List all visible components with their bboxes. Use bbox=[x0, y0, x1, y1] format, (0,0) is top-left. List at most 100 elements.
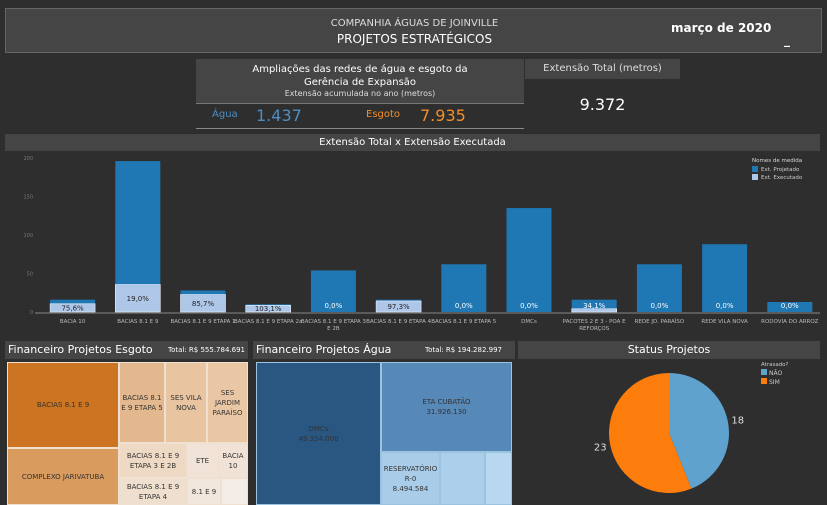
x-tick-label: BACIAS 8.1 E 9 ETAPA 3 bbox=[301, 319, 367, 325]
esgoto-total: Total: R$ 555.784.691 bbox=[168, 346, 246, 354]
bar-data-label: 0,0% bbox=[716, 302, 734, 310]
extensao-total-value: 9.372 bbox=[579, 95, 626, 114]
y-tick-label: 150 bbox=[23, 195, 33, 201]
legend-label: SIM bbox=[769, 379, 780, 386]
treemap-cell[interactable]: COMPLEXO JARIVATUBA bbox=[7, 448, 119, 505]
x-tick-label: BACIAS 8.1 E 9 ETAPA 4 bbox=[366, 319, 432, 325]
treemap-cell-dmcs[interactable]: DMCs 49.354.000 bbox=[256, 362, 381, 505]
bar-projetado bbox=[506, 208, 552, 312]
company-name: COMPANHIA ÁGUAS DE JOINVILLE bbox=[330, 18, 499, 29]
treemap-cell-label: SES VILA NOVA bbox=[170, 393, 202, 412]
treemap-cell-reservatorio[interactable]: RESERVATÓRIO R-0 8.494.584 bbox=[381, 452, 440, 505]
bar-data-label: 0,0% bbox=[325, 302, 343, 310]
bar-data-label: 97,3% bbox=[387, 303, 410, 311]
bar-data-label: 34,1% bbox=[583, 302, 606, 310]
bar-executado bbox=[180, 294, 226, 313]
x-tick-label: REDE JD. PARAÍSO bbox=[635, 318, 685, 325]
bar-executado bbox=[49, 303, 96, 313]
treemap-cell[interactable]: BACIAS 8.1 E 9 ETAPA 5 bbox=[119, 362, 165, 443]
bar-executado bbox=[245, 305, 291, 313]
treemap-cell-eta-cubatao[interactable]: ETA CUBATÃO 31.926.130 bbox=[381, 362, 512, 452]
bar-data-label: 0,0% bbox=[651, 302, 669, 310]
bar-projetado bbox=[767, 301, 813, 312]
treemap-cell-label: ETE bbox=[195, 456, 210, 465]
minimize-button[interactable]: _ bbox=[784, 33, 790, 47]
treemap-cell-label: 8.1 E 9 bbox=[191, 487, 217, 496]
legend-label: Ext. Projetado bbox=[761, 167, 800, 173]
treemap-cell[interactable]: SES VILA NOVA bbox=[165, 362, 207, 443]
bar-executado bbox=[571, 308, 618, 313]
bar-chart-title: Extensão Total x Extensão Executada bbox=[5, 134, 820, 151]
bar-projetado bbox=[441, 264, 487, 312]
bar-projetado bbox=[702, 244, 748, 312]
treemap-cell-label: BACIA 10 bbox=[222, 451, 244, 470]
treemap-cell[interactable] bbox=[221, 478, 248, 505]
legend-title: Nomes de medida bbox=[752, 158, 802, 164]
esgoto-treemap: BACIAS 8.1 E 9 COMPLEXO JARIVATUBA BACIAS … bbox=[7, 362, 248, 505]
treemap-cell-label: BACIAS 8.1 E 9 bbox=[36, 401, 90, 409]
esgoto-panel-header: Financeiro Projetos Esgoto Total: R$ 555… bbox=[5, 341, 248, 359]
x-tick-label: BACIAS 8.1 E 9 ETAPA 2a bbox=[234, 319, 302, 325]
treemap-cell[interactable]: BACIA 10 bbox=[218, 443, 248, 478]
agua-label: Água bbox=[212, 109, 238, 120]
bar-executado bbox=[375, 300, 422, 313]
treemap-cell[interactable]: ETE bbox=[187, 443, 218, 478]
pie-data-label: 23 bbox=[594, 442, 607, 453]
pie-slice bbox=[609, 373, 692, 493]
treemap-cell[interactable]: 8.1 E 9 bbox=[187, 478, 221, 505]
legend-label: Ext. Executado bbox=[761, 175, 803, 181]
agua-total: Total: R$ 194.282.997 bbox=[425, 346, 503, 354]
treemap-cell[interactable] bbox=[440, 452, 485, 505]
treemap-cell[interactable]: BACIAS 8.1 E 9 bbox=[7, 362, 119, 448]
esgoto-label: Esgoto bbox=[366, 109, 401, 120]
treemap-cell-label: BACIAS 8.1 E 9 ETAPA 4 bbox=[126, 482, 180, 501]
bar-data-label: 0,0% bbox=[455, 302, 473, 310]
ampliacoes-title-2: Gerência de Expansão bbox=[303, 77, 417, 88]
legend-swatch bbox=[761, 369, 767, 375]
legend-label: NÃO bbox=[769, 370, 782, 377]
agua-panel-header: Financeiro Projetos Água Total: R$ 194.2… bbox=[253, 341, 515, 359]
bar-data-label: 0,0% bbox=[520, 302, 538, 310]
treemap-cell-label: BACIAS 8.1 E 9 ETAPA 5 bbox=[121, 393, 163, 412]
bar-chart: 0 50 100 150 200 75,6% BACIA 10 19,0% BACIAS 8.1… bbox=[23, 156, 820, 332]
treemap-cell-label: SES JARDIM PARAÍSO bbox=[212, 388, 243, 417]
bar-data-label: 103,1% bbox=[255, 305, 282, 313]
dashboard-header: COMPANHIA ÁGUAS DE JOINVILLE PROJETOS ES… bbox=[5, 8, 822, 53]
bar-data-label: 75,6% bbox=[61, 304, 84, 312]
pie-data-label: 18 bbox=[731, 416, 744, 427]
x-tick-label: REDE VILA NOVA bbox=[701, 319, 748, 325]
agua-treemap: DMCs 49.354.000 ETA CUBATÃO 31.926.130 RES… bbox=[256, 362, 512, 505]
treemap-cell-label: COMPLEXO JARIVATUBA bbox=[21, 472, 105, 481]
y-tick-label: 100 bbox=[23, 233, 33, 239]
treemap-cell[interactable] bbox=[485, 452, 512, 505]
pie-slice bbox=[669, 373, 730, 489]
bar-executado bbox=[115, 284, 161, 313]
x-tick-label: REFORÇOS bbox=[579, 326, 610, 332]
legend-swatch bbox=[752, 174, 758, 180]
esgoto-title: Financeiro Projetos Esgoto bbox=[8, 343, 153, 356]
x-tick-label: BACIA 10 bbox=[60, 319, 86, 325]
x-tick-label: RODOVIA DO ARROZ bbox=[761, 319, 819, 325]
extensao-total-label: Extensão Total (metros) bbox=[525, 59, 680, 79]
legend-swatch bbox=[752, 166, 758, 172]
y-tick-label: 0 bbox=[30, 310, 33, 316]
bar-projetado bbox=[636, 264, 682, 312]
treemap-cell[interactable]: BACIAS 8.1 E 9 ETAPA 4 bbox=[119, 478, 187, 505]
x-tick-label: PACOTES 2 E 3 - POA E bbox=[563, 319, 626, 325]
treemap-cell[interactable]: BACIAS 8.1 E 9 ETAPA 3 E 2B bbox=[119, 443, 187, 478]
status-title: Status Projetos bbox=[518, 341, 820, 359]
x-tick-label: BACIAS 8.1 E 9 ETAPA 5 bbox=[431, 319, 497, 325]
page-title: PROJETOS ESTRATÉGICOS bbox=[336, 32, 493, 46]
date-label: março de 2020 bbox=[671, 21, 772, 35]
esgoto-value: 7.935 bbox=[420, 106, 466, 125]
kpi-row: Água 1.437 Esgoto 7.935 bbox=[196, 103, 524, 129]
bar-data-label: 19,0% bbox=[127, 295, 150, 303]
bar-data-label: 85,7% bbox=[192, 300, 215, 308]
treemap-cell-label: BACIAS 8.1 E 9 ETAPA 3 E 2B bbox=[126, 451, 180, 470]
treemap-cell[interactable]: SES JARDIM PARAÍSO bbox=[207, 362, 248, 443]
legend-title: Atrasado? bbox=[761, 362, 789, 368]
bar-data-label: 0,0% bbox=[781, 302, 799, 310]
agua-title: Financeiro Projetos Água bbox=[256, 343, 392, 356]
y-tick-label: 200 bbox=[23, 156, 33, 162]
ampliacoes-header: Ampliações das redes de água e esgoto da… bbox=[196, 59, 524, 103]
